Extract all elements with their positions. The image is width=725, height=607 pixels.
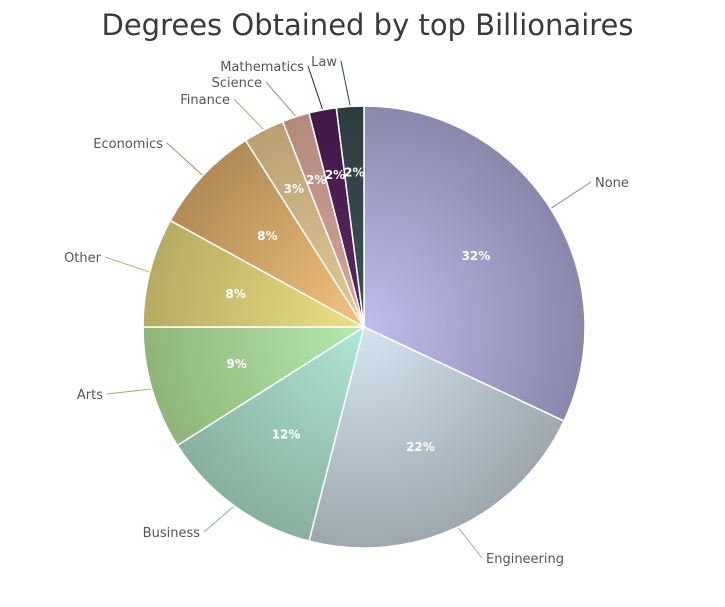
pie-slice-business (176, 325, 366, 542)
category-label-other: Other (64, 251, 102, 266)
pie-slices (142, 105, 586, 549)
pie-slice-none (363, 105, 586, 423)
category-label-engineering: Engineering (486, 552, 564, 567)
leader-line-mathematics (307, 65, 323, 110)
category-label-law: Law (311, 55, 337, 70)
slice-value-label-arts: 9% (226, 357, 246, 371)
slice-value-label-business: 12% (272, 427, 301, 441)
leader-lines (104, 60, 592, 559)
leader-line-arts (106, 388, 151, 395)
slice-value-label-finance: 3% (284, 182, 304, 196)
percentage-labels: 32%22%12%9%8%8%3%2%2%2% (225, 166, 490, 454)
category-label-arts: Arts (77, 388, 103, 403)
pie-slice-engineering (308, 325, 565, 549)
leader-line-business (203, 506, 234, 533)
slice-value-label-economics: 8% (257, 229, 277, 243)
leader-line-engineering (458, 527, 483, 559)
slice-value-label-engineering: 22% (406, 440, 435, 454)
leader-line-none (551, 181, 592, 209)
leader-line-finance (233, 98, 264, 130)
category-label-finance: Finance (180, 93, 230, 108)
pie-slice-other (142, 219, 365, 328)
leader-line-law (340, 60, 351, 106)
slice-value-label-law: 2% (344, 166, 364, 180)
pie-slice-law (335, 105, 365, 328)
leader-line-other (104, 256, 150, 273)
category-label-economics: Economics (93, 137, 163, 152)
category-label-business: Business (143, 526, 201, 541)
category-labels: None Engineering Business Arts Other Economic… (64, 55, 629, 567)
pie-slice-economics (169, 139, 365, 328)
leader-line-economics (166, 142, 203, 176)
category-label-mathematics: Mathematics (220, 60, 304, 75)
slice-value-label-mathematics: 2% (325, 168, 345, 182)
slice-value-label-none: 32% (462, 249, 491, 263)
category-label-science: Science (212, 76, 262, 91)
category-label-none: None (595, 176, 629, 191)
chart-title: Degrees Obtained by top Billionaires (101, 8, 634, 42)
pie-slice-arts (142, 326, 367, 447)
slice-value-label-science: 2% (306, 173, 326, 187)
slice-value-label-other: 8% (225, 287, 245, 301)
leader-line-science (265, 81, 296, 117)
